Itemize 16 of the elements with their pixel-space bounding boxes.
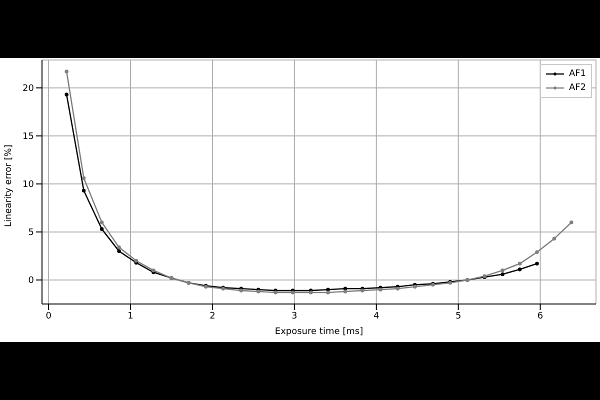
x-tick-label: 5 — [455, 311, 462, 322]
x-axis-title: Exposure time [ms] — [274, 327, 364, 337]
x-tick-label: 1 — [128, 311, 134, 322]
y-axis-title: Linearity error [%] — [4, 144, 14, 227]
x-tick-label: 2 — [210, 311, 216, 322]
x-tick-label: 0 — [46, 311, 52, 322]
legend-label: AF1 — [568, 68, 586, 81]
legend-label: AF2 — [568, 82, 586, 95]
y-tick-label: 20 — [22, 84, 34, 94]
y-tick-label: 5 — [28, 228, 34, 238]
y-tick-label: 0 — [28, 276, 34, 286]
x-tick-label: 3 — [292, 311, 298, 322]
x-tick-label: 4 — [374, 311, 380, 322]
y-tick-label: 15 — [22, 132, 34, 142]
y-tick-label: 10 — [22, 180, 34, 190]
x-tick-label: 6 — [537, 311, 544, 322]
